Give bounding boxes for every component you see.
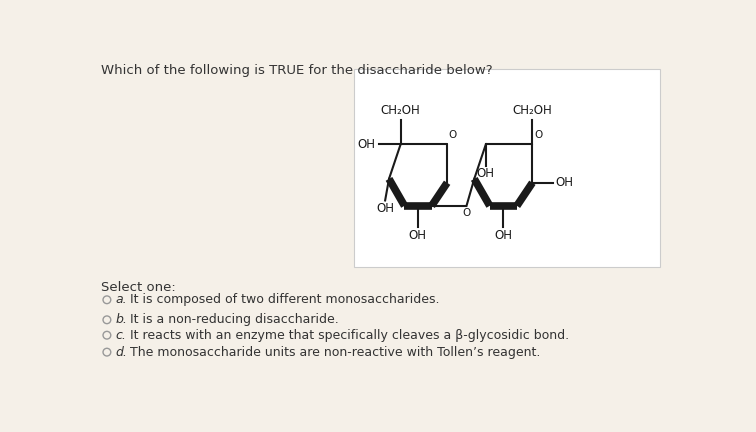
Text: c.: c. bbox=[116, 329, 126, 342]
Text: OH: OH bbox=[358, 138, 376, 151]
Text: OH: OH bbox=[376, 202, 394, 215]
Text: CH₂OH: CH₂OH bbox=[513, 104, 552, 118]
Text: OH: OH bbox=[477, 167, 495, 180]
Bar bbox=[354, 69, 660, 267]
Text: Which of the following is TRUE for the disaccharide below?: Which of the following is TRUE for the d… bbox=[101, 64, 492, 77]
Text: OH: OH bbox=[556, 176, 574, 189]
Text: O: O bbox=[463, 208, 471, 218]
Text: It reacts with an enzyme that specifically cleaves a β-glycosidic bond.: It reacts with an enzyme that specifical… bbox=[130, 329, 569, 342]
Text: CH₂OH: CH₂OH bbox=[381, 104, 420, 118]
Text: Select one:: Select one: bbox=[101, 281, 175, 294]
Text: It is composed of two different monosaccharides.: It is composed of two different monosacc… bbox=[130, 293, 440, 306]
Text: It is a non-reducing disaccharide.: It is a non-reducing disaccharide. bbox=[130, 313, 339, 326]
Text: O: O bbox=[448, 130, 457, 140]
Text: a.: a. bbox=[116, 293, 127, 306]
Text: b.: b. bbox=[116, 313, 127, 326]
Text: OH: OH bbox=[494, 229, 512, 242]
Text: O: O bbox=[534, 130, 542, 140]
Text: d.: d. bbox=[116, 346, 127, 359]
Text: The monosaccharide units are non-reactive with Tollen’s reagent.: The monosaccharide units are non-reactiv… bbox=[130, 346, 541, 359]
Text: OH: OH bbox=[409, 229, 426, 242]
